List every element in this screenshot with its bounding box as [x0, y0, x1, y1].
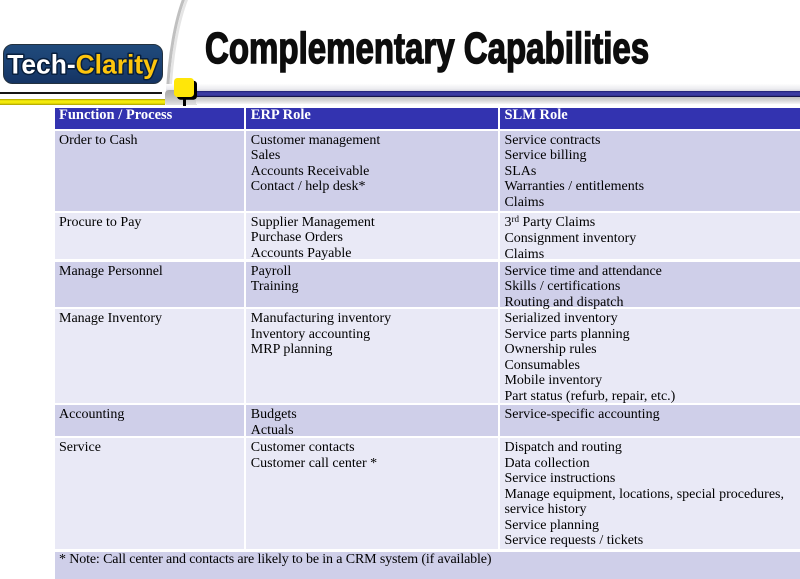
svg-text:Tech-Clarity: Tech-Clarity	[7, 49, 158, 79]
